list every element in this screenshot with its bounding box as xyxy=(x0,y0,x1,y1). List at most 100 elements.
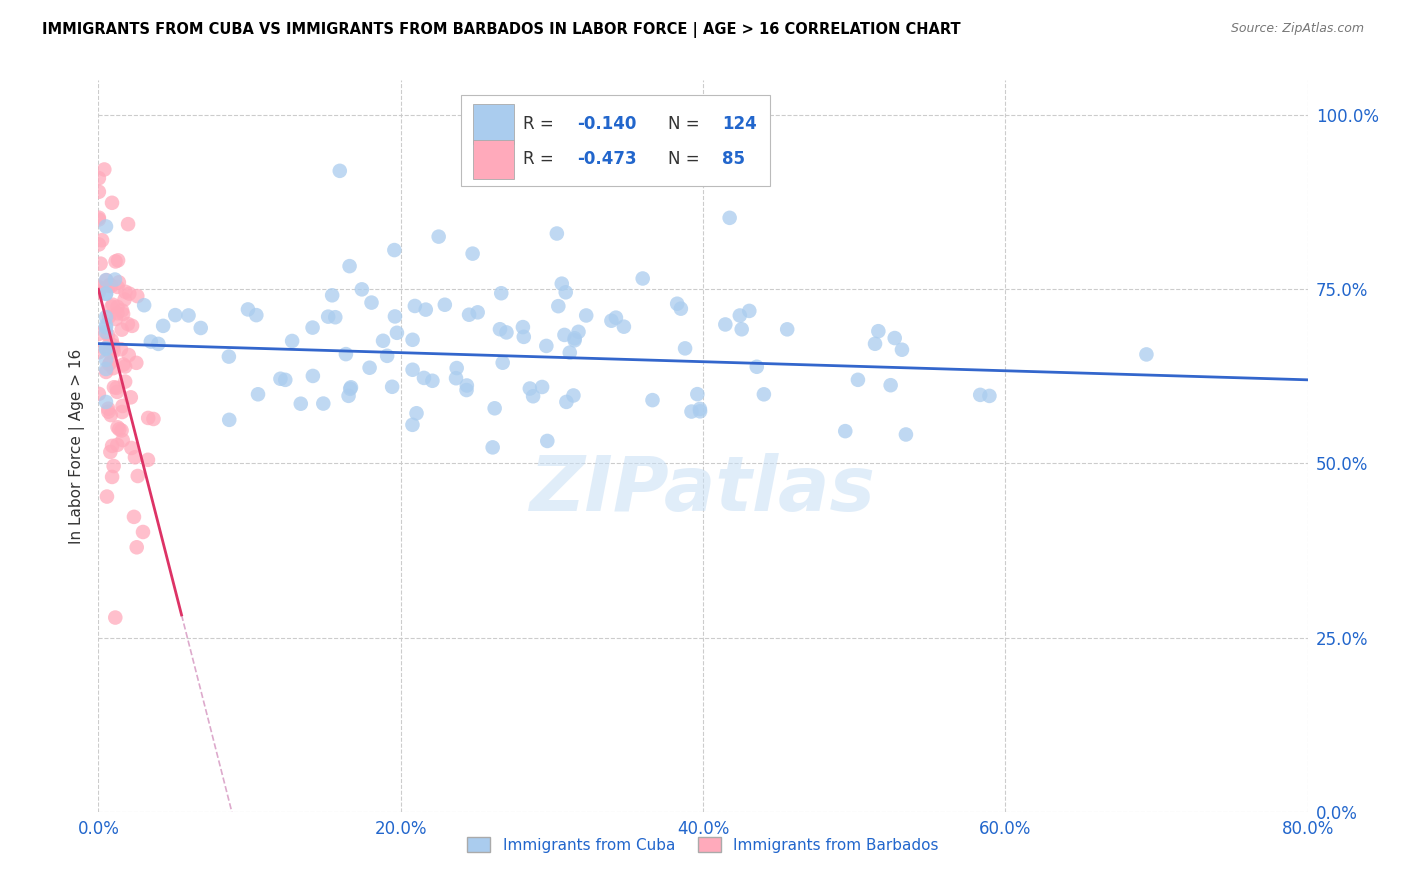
Point xyxy=(89,282,111,296)
Point xyxy=(879,378,901,392)
Point xyxy=(94,320,117,334)
Point xyxy=(125,356,148,370)
Point xyxy=(745,359,768,374)
Point xyxy=(111,433,134,447)
Point xyxy=(558,345,581,359)
Point xyxy=(110,342,132,356)
Point xyxy=(834,424,856,438)
Point xyxy=(384,310,406,324)
Point xyxy=(274,373,297,387)
Text: 124: 124 xyxy=(723,115,756,133)
Point xyxy=(101,195,124,210)
Point xyxy=(605,310,627,325)
Point xyxy=(868,324,890,338)
Point xyxy=(101,298,124,312)
Point xyxy=(94,318,117,332)
Point xyxy=(512,320,534,334)
Point xyxy=(112,358,135,372)
Point xyxy=(94,342,117,356)
Point xyxy=(107,420,129,434)
Point xyxy=(401,417,423,432)
Point xyxy=(94,341,117,355)
Point xyxy=(105,438,128,452)
Point xyxy=(121,318,143,333)
Point xyxy=(97,310,120,324)
Point xyxy=(127,289,149,303)
Point xyxy=(101,338,124,352)
Point xyxy=(554,285,576,300)
Point xyxy=(458,308,481,322)
Point xyxy=(104,312,127,326)
Point xyxy=(94,286,117,301)
Point xyxy=(93,162,115,177)
Text: Source: ZipAtlas.com: Source: ZipAtlas.com xyxy=(1230,22,1364,36)
Point xyxy=(269,372,291,386)
Point xyxy=(101,439,124,453)
Point xyxy=(415,302,437,317)
Point xyxy=(190,321,212,335)
FancyBboxPatch shape xyxy=(474,104,515,144)
Point xyxy=(111,323,134,337)
Point xyxy=(114,375,136,389)
Point xyxy=(107,280,129,294)
Point xyxy=(689,401,711,416)
Point xyxy=(124,450,146,465)
Point xyxy=(114,359,136,374)
Point xyxy=(94,365,117,379)
Point xyxy=(863,336,886,351)
Text: N =: N = xyxy=(668,150,704,169)
Point xyxy=(107,253,129,268)
Point xyxy=(107,300,129,314)
Point xyxy=(97,405,120,419)
Point xyxy=(673,342,696,356)
Point xyxy=(413,371,436,385)
Point xyxy=(281,334,304,348)
Point xyxy=(94,352,117,367)
Point xyxy=(97,401,120,416)
Point xyxy=(218,413,240,427)
Text: R =: R = xyxy=(523,150,558,169)
Point xyxy=(641,393,664,408)
Point xyxy=(111,405,134,419)
Point xyxy=(536,434,558,448)
Point xyxy=(714,318,737,332)
Point xyxy=(125,541,148,555)
Point xyxy=(114,285,136,299)
Point xyxy=(101,341,124,355)
Point xyxy=(111,303,134,318)
Point xyxy=(551,277,574,291)
Point xyxy=(776,322,799,336)
Point xyxy=(94,325,117,339)
Point xyxy=(718,211,741,225)
Point xyxy=(360,295,382,310)
Text: -0.140: -0.140 xyxy=(578,115,637,133)
Point xyxy=(681,404,703,418)
Point xyxy=(337,389,360,403)
Point xyxy=(94,273,117,287)
Point xyxy=(444,371,467,385)
Point xyxy=(148,337,170,351)
Point xyxy=(165,308,187,322)
Point xyxy=(87,185,110,199)
Point xyxy=(118,286,141,301)
Point xyxy=(132,524,155,539)
Point xyxy=(382,243,405,257)
Point xyxy=(666,297,689,311)
Point xyxy=(522,389,544,403)
Point xyxy=(547,299,569,313)
Point xyxy=(104,272,127,286)
Point xyxy=(731,322,754,336)
Point xyxy=(891,343,914,357)
Point xyxy=(381,380,404,394)
Point xyxy=(401,363,423,377)
Point xyxy=(103,380,125,394)
Point xyxy=(564,334,586,348)
Point xyxy=(110,424,132,438)
Point xyxy=(456,378,478,392)
Point xyxy=(564,331,586,345)
Point xyxy=(127,469,149,483)
Point xyxy=(94,395,117,409)
Point xyxy=(456,383,478,397)
Point xyxy=(101,361,124,376)
Point xyxy=(385,326,408,340)
